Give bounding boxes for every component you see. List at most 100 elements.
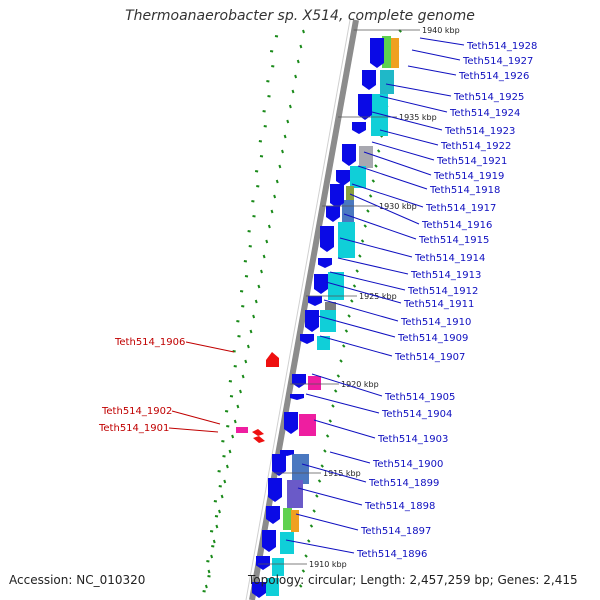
- gc-skew-mark: [270, 209, 274, 214]
- gene-label-leader: [285, 539, 355, 554]
- gene-label-leader: [313, 419, 376, 439]
- gc-skew-mark: [214, 515, 219, 518]
- gene-label: Teth514_1922: [440, 141, 511, 152]
- gene-label-leader: [385, 83, 452, 97]
- gc-skew-mark: [344, 329, 349, 333]
- cds-arrow: [330, 184, 344, 208]
- cds-arrow: [305, 310, 319, 332]
- gene-label-leader: [319, 335, 393, 357]
- gc-skew-mark: [274, 35, 279, 38]
- gc-skew-mark: [363, 224, 367, 228]
- cds-arrow: [266, 506, 280, 524]
- cds-arrow: [272, 454, 286, 476]
- feature-block: [391, 38, 399, 68]
- backbone-edge: [245, 19, 351, 600]
- gc-skew-mark: [291, 89, 295, 94]
- gene-label-leader: [349, 193, 420, 225]
- cds-arrow: [318, 258, 332, 268]
- gene-label: Teth514_1909: [397, 333, 468, 344]
- gc-skew-mark: [204, 584, 208, 589]
- gc-skew-mark: [342, 344, 346, 348]
- gene-label: Teth514_1898: [364, 501, 435, 512]
- gc-skew-mark: [248, 245, 252, 248]
- gene-label: Teth514_1913: [410, 270, 481, 281]
- gc-skew-mark: [226, 425, 230, 428]
- gc-skew-mark: [374, 164, 378, 168]
- map-title: Thermoanaerobacter sp. X514, complete ge…: [125, 8, 475, 24]
- gc-skew-mark: [256, 185, 260, 188]
- feature-block: [283, 508, 292, 530]
- gc-skew-mark: [210, 554, 214, 559]
- gc-skew-mark: [269, 50, 274, 53]
- gc-skew-mark: [267, 224, 271, 229]
- gene-label: Teth514_1903: [377, 434, 448, 445]
- gene-label: Teth514_1904: [381, 409, 452, 420]
- accession-text: Accession: NC_010320: [9, 573, 146, 587]
- gc-skew-mark: [273, 194, 277, 199]
- kbp-tick-label: 1910 kbp: [309, 560, 347, 569]
- gene-label-leader: [371, 141, 435, 161]
- gc-skew-mark: [244, 359, 248, 364]
- gene-label: Teth514_1926: [458, 71, 529, 82]
- cds-arrow: [308, 296, 322, 306]
- gc-skew-mark: [202, 590, 206, 593]
- cds-arrow: [262, 530, 276, 552]
- gene-label-leader: [419, 37, 465, 46]
- gene-label-leader: [311, 373, 383, 397]
- gene-label: Teth514_1914: [414, 253, 485, 264]
- feature-block: [350, 166, 366, 188]
- cds-arrow: [314, 274, 328, 294]
- gc-skew-mark: [368, 194, 373, 198]
- gc-skew-mark: [267, 95, 271, 98]
- gene-label: Teth514_1924: [449, 108, 520, 119]
- feature-block: [266, 578, 279, 596]
- gene-label-leader: [295, 513, 359, 531]
- gc-skew-mark: [376, 149, 381, 153]
- gc-skew-mark: [336, 374, 341, 378]
- gene-label: Teth514_1896: [356, 549, 427, 560]
- gene-label: Teth514_1917: [425, 203, 496, 214]
- gene-label-leader: [323, 299, 399, 322]
- gc-skew-mark: [281, 149, 284, 154]
- gc-skew-mark: [221, 440, 225, 443]
- gc-skew-mark: [239, 290, 244, 293]
- gene-label: Teth514_1921: [436, 156, 507, 167]
- cds-arrow: [268, 478, 282, 502]
- gene-label: Teth514_1927: [462, 56, 533, 67]
- feature-block: [308, 376, 321, 390]
- gc-skew-mark: [218, 485, 222, 488]
- gene-label-leader: [379, 95, 448, 113]
- gc-skew-mark: [241, 305, 245, 308]
- gc-skew-mark: [232, 350, 236, 353]
- gc-skew-mark: [309, 524, 314, 528]
- gc-skew-mark: [224, 410, 229, 413]
- cds-arrow: [362, 70, 376, 90]
- gc-skew-mark: [262, 110, 266, 113]
- feature-block: [320, 310, 336, 332]
- gene-label-leader: [411, 49, 461, 61]
- gc-skew-mark: [352, 284, 357, 288]
- gene-label: Teth514_1900: [372, 459, 443, 470]
- gc-skew-mark: [217, 470, 221, 473]
- feature-block: [287, 480, 303, 508]
- reverse-gene-label: Teth514_1906: [114, 337, 185, 348]
- reverse-gene-label: Teth514_1901: [98, 423, 169, 434]
- gc-skew-mark: [254, 299, 258, 304]
- gc-skew-mark: [241, 374, 245, 379]
- gc-skew-mark: [260, 269, 263, 274]
- feature-block: [380, 70, 394, 94]
- gene-label-leader: [407, 65, 457, 76]
- reverse-strand-features: [236, 352, 279, 443]
- feature-block: [359, 146, 373, 168]
- gc-skew-mark: [320, 464, 324, 468]
- reverse-gene-label: Teth514_1902: [101, 406, 172, 417]
- gc-skew-mark: [323, 449, 327, 453]
- gene-label: Teth514_1912: [407, 286, 478, 297]
- gc-skew-mark: [211, 545, 215, 548]
- gc-skew-mark: [307, 539, 311, 543]
- reverse-gene-arrow: [253, 436, 265, 443]
- gc-skew-mark: [317, 479, 322, 483]
- gc-skew-mark: [239, 389, 242, 394]
- gc-skew-mark: [252, 215, 256, 218]
